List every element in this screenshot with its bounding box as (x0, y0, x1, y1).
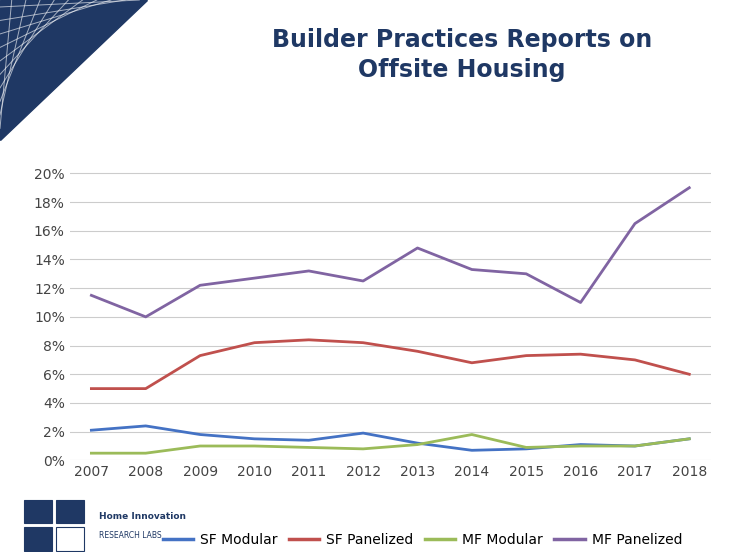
Legend: SF Modular, SF Panelized, MF Modular, MF Panelized: SF Modular, SF Panelized, MF Modular, MF… (157, 527, 688, 552)
Text: Builder Practices Reports on
Offsite Housing: Builder Practices Reports on Offsite Hou… (272, 28, 652, 81)
Bar (24, 527, 51, 551)
Bar (24, 500, 51, 523)
Polygon shape (0, 0, 147, 140)
Text: RESEARCH LABS: RESEARCH LABS (99, 531, 161, 540)
Bar (56, 500, 84, 523)
Bar (56, 527, 84, 551)
Text: Home Innovation: Home Innovation (99, 512, 186, 521)
